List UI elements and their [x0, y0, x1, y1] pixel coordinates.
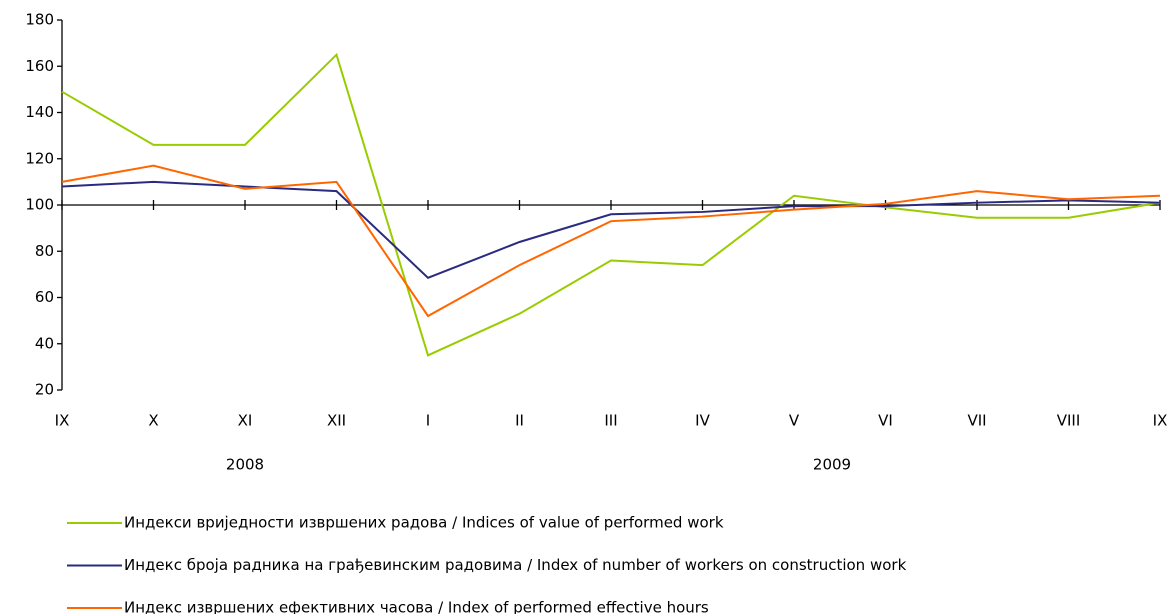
y-tick-label: 140 — [25, 103, 54, 121]
series-line — [61, 164, 1161, 318]
x-tick-label: X — [148, 412, 158, 430]
x-tick-label: VIII — [1057, 412, 1081, 430]
series-line — [61, 180, 1161, 280]
x-tick-label: VI — [878, 412, 893, 430]
x-tick-label: XII — [327, 412, 346, 430]
y-tick-label: 180 — [25, 11, 54, 29]
legend-label: Индекс броја радника на грађевинским рад… — [124, 556, 907, 574]
y-tick-label: 40 — [35, 334, 54, 352]
x-tick-label: XI — [238, 412, 253, 430]
series-line — [61, 52, 1161, 357]
y-tick-label: 160 — [25, 57, 54, 75]
y-tick-label: 100 — [25, 196, 54, 214]
year-label: 2008 — [226, 456, 264, 474]
y-tick-label: 60 — [35, 288, 54, 306]
x-tick-label: V — [789, 412, 800, 430]
y-tick-label: 20 — [35, 381, 54, 399]
year-label: 2009 — [813, 456, 851, 474]
x-tick-label: II — [515, 412, 524, 430]
y-tick-label: 120 — [25, 149, 54, 167]
y-tick-label: 80 — [35, 242, 54, 260]
x-tick-label: I — [426, 412, 430, 430]
x-tick-label: IX — [55, 412, 70, 430]
legend-label: Индекс извршених ефективних часова / Ind… — [124, 599, 709, 614]
x-tick-label: III — [604, 412, 617, 430]
x-tick-label: IX — [1153, 412, 1168, 430]
x-tick-label: VII — [967, 412, 986, 430]
x-tick-label: IV — [695, 412, 710, 430]
legend-label: Индекси вриједности извршених радова / I… — [124, 514, 724, 532]
